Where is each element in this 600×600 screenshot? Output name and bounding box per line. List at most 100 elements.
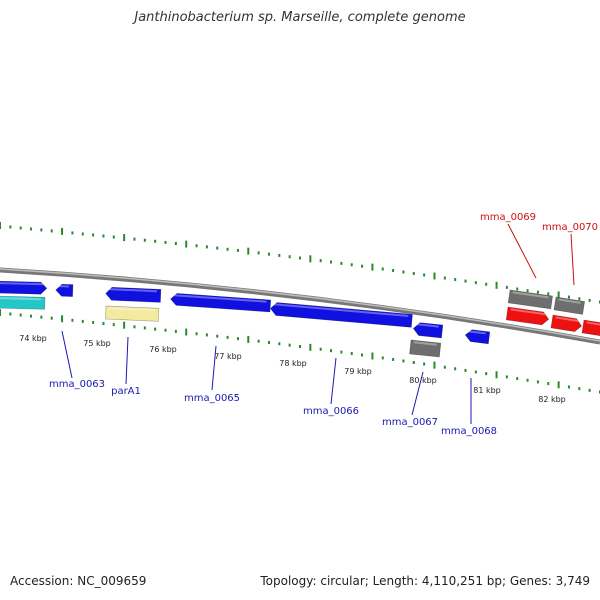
outer-track-tick (526, 289, 529, 293)
outer-track-tick (371, 263, 374, 271)
gene-feature-mma-0068[interactable] (464, 329, 491, 345)
gene-label[interactable]: mma_0067 (382, 417, 438, 428)
map-title: Janthinobacterium sp. Marseille, complet… (134, 10, 466, 25)
gene-feature-red[interactable] (550, 314, 583, 333)
outer-track-tick (0, 222, 1, 229)
outer-track-tick (154, 239, 157, 243)
inner-track-tick (340, 350, 343, 354)
outer-track-tick (423, 273, 426, 277)
outer-track-tick (350, 263, 353, 267)
outer-track-tick (50, 229, 53, 233)
outer-track-tick (557, 291, 560, 299)
inner-track-tick (40, 315, 43, 319)
inner-track-tick (319, 347, 322, 351)
gene-label[interactable]: mma_0069 (480, 212, 536, 223)
gene-feature-red[interactable] (505, 306, 550, 326)
gene-leader-line (570, 233, 575, 286)
outer-track-tick (485, 282, 488, 286)
outer-track-tick (454, 278, 457, 282)
inner-track-tick (505, 375, 508, 379)
genome-backbone (0, 267, 600, 345)
gene-label[interactable]: mma_0068 (441, 426, 497, 437)
inner-track-tick (195, 332, 198, 336)
outer-track-tick (133, 237, 136, 241)
outer-track-tick (495, 281, 498, 289)
outer-track-tick (433, 272, 436, 280)
inner-track-tick (278, 342, 281, 346)
genome-backbone-highlight (0, 268, 600, 342)
inner-track-tick (495, 371, 498, 379)
outer-track-tick (112, 235, 115, 239)
tick-label: 78 kbp (279, 359, 307, 368)
outer-track-tick (174, 241, 177, 245)
outer-track-tick (278, 253, 281, 257)
inner-track-tick (185, 328, 188, 336)
inner-track-tick (392, 357, 395, 361)
gene-label[interactable]: parA1 (111, 386, 141, 397)
gene-leader-line (61, 330, 73, 379)
inner-track-tick (567, 385, 570, 389)
gene-features (0, 280, 600, 358)
inner-track-tick (71, 318, 74, 322)
outer-track-tick (340, 261, 343, 265)
inner-track-tick (578, 387, 581, 391)
tick-label: 81 kbp (473, 386, 501, 395)
inner-track-tick (464, 368, 467, 372)
inner-track-tick (485, 372, 488, 376)
inner-track-tick (216, 334, 219, 338)
outer-track-tick (205, 245, 208, 249)
outer-track-tick (392, 268, 395, 272)
inner-track-tick (402, 359, 405, 363)
inner-track-tick (236, 337, 239, 341)
gene-feature-blue[interactable] (55, 283, 74, 297)
outer-track-tick (412, 271, 415, 275)
gene-feature-mma-0067[interactable] (412, 322, 444, 339)
outer-track-tick (257, 251, 260, 255)
gene-label[interactable]: mma_0063 (49, 379, 105, 390)
outer-track-tick (195, 244, 198, 248)
outer-track-tick (40, 228, 43, 232)
gene-feature-mma-0066[interactable] (270, 302, 413, 328)
gene-label[interactable]: mma_0065 (184, 393, 240, 404)
gene-feature-mma-0065[interactable] (170, 293, 272, 313)
accession-text: Accession: NC_009659 (10, 574, 147, 588)
outer-track-tick (464, 279, 467, 283)
outer-track-tick (71, 231, 74, 235)
outer-track-tick (185, 240, 188, 248)
gene-feature-blue[interactable] (0, 280, 48, 295)
outer-track-tick (319, 259, 322, 263)
outer-track-tick (267, 252, 270, 256)
inner-track-tick (226, 335, 229, 339)
tick-label: 76 kbp (149, 345, 177, 354)
outer-track-tick (143, 238, 146, 242)
inner-track-tick (309, 343, 312, 351)
outer-track-tick (288, 255, 291, 259)
outer-track-tick (92, 233, 95, 237)
gene-feature-gray[interactable] (409, 339, 442, 358)
inner-track-tick (299, 345, 301, 348)
gene-label[interactable]: mma_0066 (303, 406, 359, 417)
inner-track-tick (547, 382, 550, 386)
outer-track-tick (330, 260, 333, 264)
inner-track-tick (412, 361, 415, 365)
gene-feature-red[interactable] (581, 319, 600, 338)
gene-feature-cyan[interactable] (0, 295, 46, 310)
inner-track-tick (123, 321, 126, 329)
gene-leader-line (507, 223, 537, 279)
inner-track-tick (102, 322, 105, 326)
outer-track-tick (81, 232, 84, 236)
outer-track-tick (516, 287, 519, 291)
gene-label[interactable]: mma_0070 (542, 222, 598, 233)
inner-track-tick (330, 349, 333, 353)
gene-feature-parA1[interactable] (105, 286, 162, 303)
inner-track-tick (61, 315, 64, 323)
outer-track-tick (547, 292, 550, 296)
gene-feature-gray[interactable] (507, 289, 553, 310)
gene-feature-yellow[interactable] (105, 305, 160, 322)
outer-track-tick (536, 290, 539, 294)
gene-labels: mma_0063parA1mma_0065mma_0066mma_0067mma… (49, 212, 598, 437)
outer-track-tick (309, 255, 312, 263)
tick-label: 75 kbp (83, 339, 111, 348)
gene-feature-gray[interactable] (553, 296, 585, 315)
